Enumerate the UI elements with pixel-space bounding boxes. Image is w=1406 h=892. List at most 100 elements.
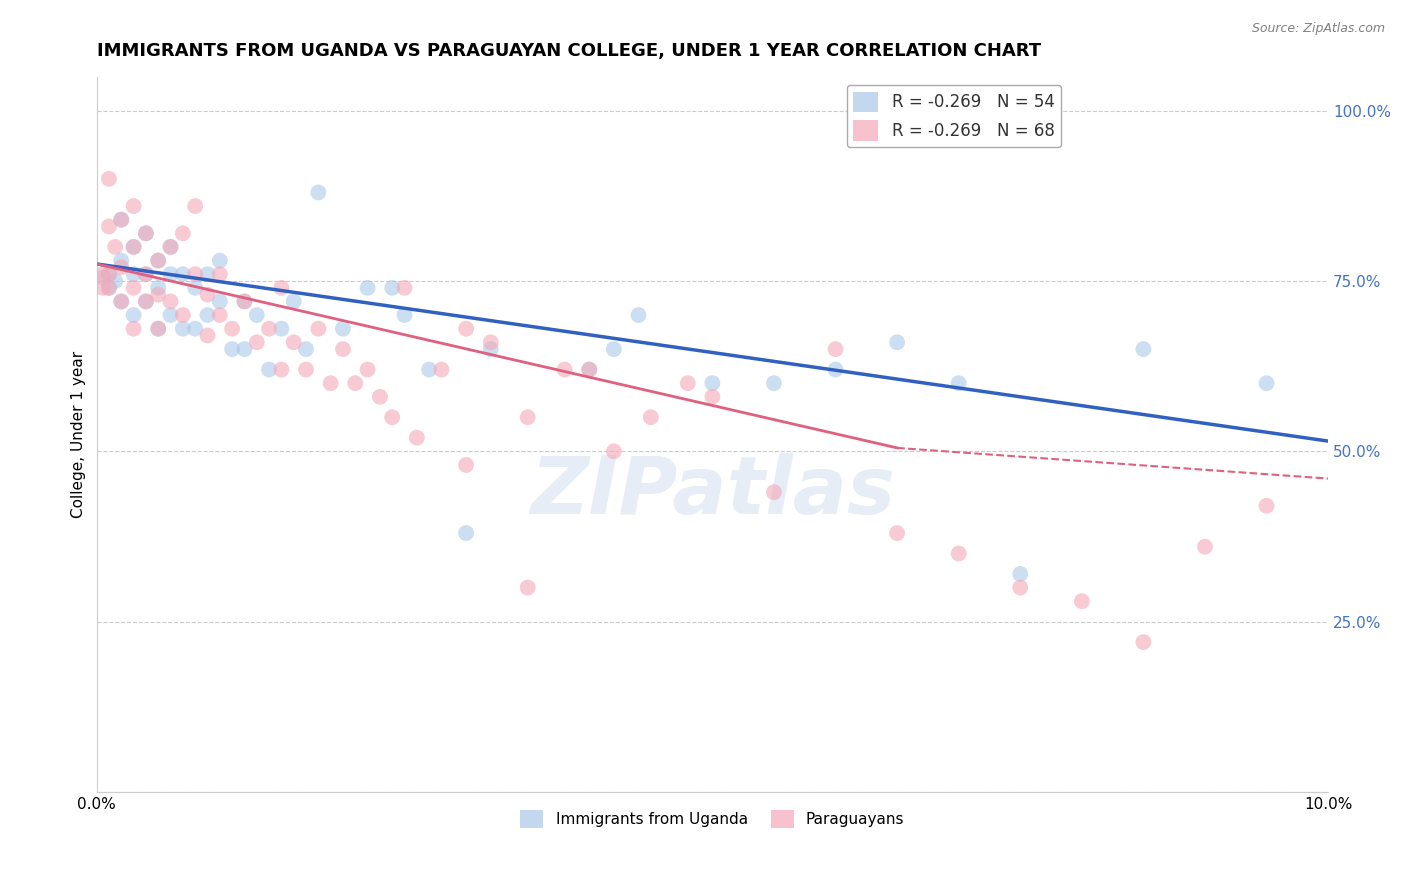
Point bbox=[172, 227, 194, 241]
Point bbox=[110, 294, 132, 309]
Point bbox=[172, 308, 194, 322]
Point bbox=[270, 321, 292, 335]
Point bbox=[307, 186, 329, 200]
Point bbox=[208, 308, 231, 322]
Point bbox=[148, 253, 170, 268]
Point bbox=[418, 362, 440, 376]
Point bbox=[516, 410, 538, 425]
Point bbox=[886, 335, 908, 350]
Text: ZIPatlas: ZIPatlas bbox=[530, 452, 894, 531]
Point bbox=[91, 270, 114, 285]
Point bbox=[356, 362, 378, 376]
Point bbox=[1010, 566, 1032, 581]
Point bbox=[184, 199, 207, 213]
Point bbox=[368, 390, 391, 404]
Point bbox=[110, 212, 132, 227]
Y-axis label: College, Under 1 year: College, Under 1 year bbox=[72, 351, 86, 518]
Point bbox=[603, 444, 626, 458]
Point bbox=[283, 294, 305, 309]
Point bbox=[295, 342, 318, 356]
Point bbox=[104, 240, 127, 254]
Point bbox=[246, 308, 269, 322]
Point bbox=[479, 342, 502, 356]
Point bbox=[110, 212, 132, 227]
Point bbox=[1132, 635, 1154, 649]
Point bbox=[430, 362, 453, 376]
Point bbox=[1070, 594, 1092, 608]
Point bbox=[319, 376, 342, 391]
Point bbox=[344, 376, 367, 391]
Point bbox=[197, 267, 219, 281]
Point bbox=[307, 321, 329, 335]
Point bbox=[91, 281, 114, 295]
Point bbox=[110, 253, 132, 268]
Point bbox=[578, 362, 600, 376]
Point bbox=[148, 253, 170, 268]
Point bbox=[208, 294, 231, 309]
Point bbox=[159, 240, 181, 254]
Point bbox=[554, 362, 576, 376]
Point bbox=[122, 321, 145, 335]
Point bbox=[221, 342, 243, 356]
Point bbox=[110, 294, 132, 309]
Point bbox=[233, 342, 256, 356]
Point bbox=[948, 547, 970, 561]
Point bbox=[98, 171, 121, 186]
Point bbox=[702, 390, 724, 404]
Point bbox=[295, 362, 318, 376]
Point bbox=[332, 321, 354, 335]
Point bbox=[456, 458, 478, 472]
Point bbox=[479, 335, 502, 350]
Point bbox=[676, 376, 699, 391]
Point bbox=[578, 362, 600, 376]
Point bbox=[886, 526, 908, 541]
Point bbox=[122, 267, 145, 281]
Point bbox=[640, 410, 662, 425]
Point bbox=[627, 308, 650, 322]
Point bbox=[233, 294, 256, 309]
Point bbox=[270, 362, 292, 376]
Point bbox=[1132, 342, 1154, 356]
Point bbox=[762, 376, 785, 391]
Text: IMMIGRANTS FROM UGANDA VS PARAGUAYAN COLLEGE, UNDER 1 YEAR CORRELATION CHART: IMMIGRANTS FROM UGANDA VS PARAGUAYAN COL… bbox=[97, 42, 1040, 60]
Point bbox=[122, 240, 145, 254]
Point bbox=[135, 227, 157, 241]
Point bbox=[948, 376, 970, 391]
Point bbox=[122, 308, 145, 322]
Point bbox=[394, 308, 416, 322]
Point bbox=[1256, 499, 1278, 513]
Point bbox=[172, 267, 194, 281]
Point bbox=[603, 342, 626, 356]
Point bbox=[221, 321, 243, 335]
Point bbox=[197, 287, 219, 301]
Point bbox=[762, 485, 785, 500]
Point bbox=[257, 321, 280, 335]
Point bbox=[135, 294, 157, 309]
Point bbox=[135, 294, 157, 309]
Point bbox=[98, 267, 121, 281]
Point bbox=[184, 281, 207, 295]
Point bbox=[98, 281, 121, 295]
Point bbox=[98, 219, 121, 234]
Point bbox=[1194, 540, 1216, 554]
Point bbox=[135, 267, 157, 281]
Point bbox=[172, 321, 194, 335]
Point bbox=[824, 362, 846, 376]
Point bbox=[159, 294, 181, 309]
Point bbox=[270, 281, 292, 295]
Point bbox=[208, 267, 231, 281]
Point bbox=[1010, 581, 1032, 595]
Point bbox=[184, 267, 207, 281]
Point bbox=[246, 335, 269, 350]
Point bbox=[122, 240, 145, 254]
Point bbox=[91, 267, 114, 281]
Legend: Immigrants from Uganda, Paraguayans: Immigrants from Uganda, Paraguayans bbox=[515, 804, 911, 834]
Point bbox=[516, 581, 538, 595]
Point bbox=[381, 410, 404, 425]
Point bbox=[148, 281, 170, 295]
Point bbox=[456, 321, 478, 335]
Point bbox=[1256, 376, 1278, 391]
Point bbox=[98, 281, 121, 295]
Point bbox=[456, 526, 478, 541]
Point bbox=[702, 376, 724, 391]
